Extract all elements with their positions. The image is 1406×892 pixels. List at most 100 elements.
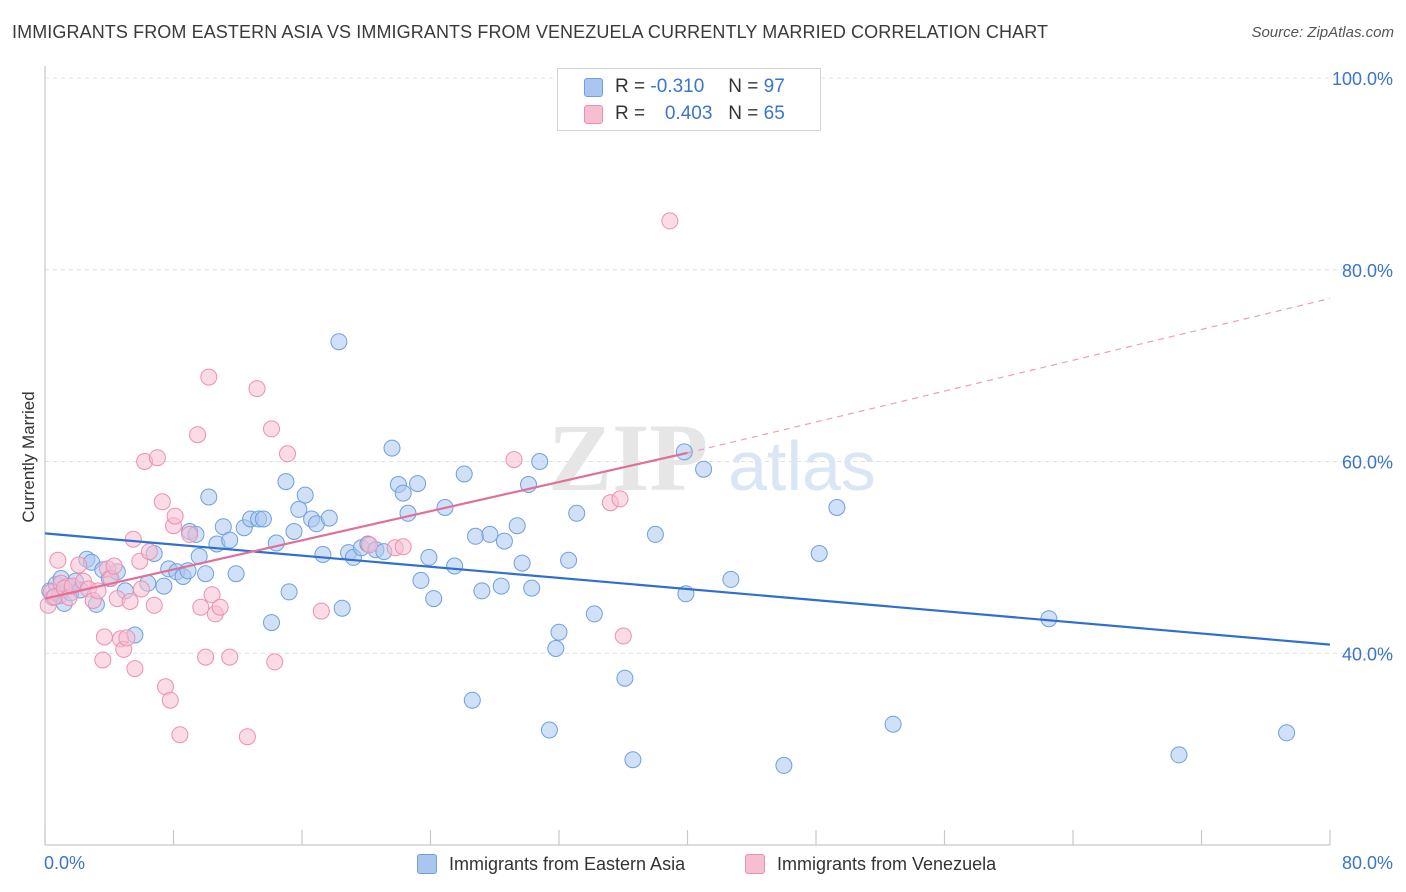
bottom-legend-label-venezuela: Immigrants from Venezuela [777, 853, 997, 874]
data-point [695, 460, 713, 478]
data-point [446, 557, 464, 575]
data-point [394, 484, 412, 502]
data-point [200, 368, 218, 386]
data-point [279, 445, 296, 463]
data-point [383, 439, 401, 457]
data-point [616, 669, 634, 687]
tick-labels: 40.0% 60.0% 80.0% 100.0% 0.0% 80.0% [44, 69, 1393, 873]
y-axis-label: Currently Married [19, 391, 38, 522]
y-tick-label: 40.0% [1342, 644, 1393, 664]
axes [44, 66, 1331, 846]
data-point [568, 504, 586, 522]
data-point [661, 212, 679, 230]
data-point [211, 598, 229, 616]
data-point [227, 565, 245, 583]
data-point [361, 536, 378, 554]
data-point [49, 551, 67, 569]
data-point [394, 538, 412, 556]
data-point [280, 583, 298, 601]
data-point [312, 602, 330, 620]
data-point [254, 510, 272, 528]
data-point [531, 453, 549, 470]
data-point [425, 590, 443, 608]
data-point [153, 493, 171, 511]
trend-line-eastern-asia [44, 532, 1331, 646]
legend-n-label: N = [728, 103, 759, 124]
data-point [105, 557, 123, 575]
x-tick-label: 80.0% [1342, 853, 1393, 873]
data-point [775, 756, 793, 774]
data-point [505, 451, 523, 469]
data-point [140, 543, 158, 561]
data-point [203, 586, 221, 604]
data-point [200, 488, 218, 506]
legend-n-value: 65 [763, 103, 785, 124]
data-point [585, 605, 603, 623]
data-point [197, 648, 215, 666]
data-point [624, 751, 642, 769]
trend-lines [44, 297, 1331, 646]
data-point [412, 571, 430, 589]
series-1 [39, 212, 679, 746]
data-point [560, 551, 578, 569]
data-point [189, 426, 207, 444]
data-point [238, 728, 256, 746]
trend-extension-venezuela [687, 297, 1331, 454]
data-point [320, 509, 338, 527]
chart-title: IMMIGRANTS FROM EASTERN ASIA VS IMMIGRAN… [12, 22, 1049, 42]
data-point [267, 534, 285, 552]
data-point [884, 715, 902, 733]
legend-r-label: R = [615, 76, 646, 97]
data-point [192, 598, 210, 616]
data-point [614, 627, 632, 645]
data-point [810, 545, 828, 562]
data-point [248, 380, 266, 398]
data-point [1278, 724, 1296, 742]
data-point [296, 486, 314, 504]
data-point [547, 640, 565, 657]
grid-lines [45, 77, 1392, 654]
data-point [828, 499, 846, 516]
data-point [523, 579, 541, 597]
data-points [39, 212, 1296, 774]
data-point [467, 527, 484, 545]
bottom-legend-swatch-venezuela [745, 854, 765, 874]
data-point [463, 691, 481, 709]
data-point [145, 596, 163, 614]
trend-line-venezuela [44, 451, 688, 600]
data-point [126, 660, 144, 678]
legend-n-label: N = [728, 76, 759, 97]
data-point [495, 532, 513, 550]
data-point [330, 333, 348, 351]
data-point [221, 531, 239, 549]
legend-row-eastern-asia: R = -0.310 N = 97 [584, 75, 785, 99]
data-point [221, 648, 239, 666]
y-tick-label: 100.0% [1332, 69, 1393, 89]
watermark-atlas: atlas [728, 427, 876, 505]
data-point [155, 577, 173, 595]
legend-r-value: -0.310 [650, 76, 705, 97]
data-point [171, 726, 189, 744]
data-point [455, 465, 473, 483]
y-tick-label: 60.0% [1342, 453, 1393, 473]
bottom-legend-swatch-eastern-asia [417, 854, 437, 874]
data-point [197, 565, 215, 583]
legend-row-venezuela: R = 0.403 N = 65 [584, 102, 785, 126]
data-point [314, 546, 332, 563]
data-point [148, 449, 166, 467]
data-point [399, 504, 417, 522]
data-point [722, 570, 740, 588]
data-point [95, 628, 113, 646]
legend-swatch-eastern-asia [584, 77, 603, 97]
data-point [161, 691, 179, 709]
data-point [540, 721, 558, 739]
y-tick-label: 80.0% [1342, 261, 1393, 281]
data-point [473, 582, 491, 600]
data-point [70, 556, 88, 574]
data-point [277, 473, 295, 491]
x-tick-label: 0.0% [44, 853, 85, 873]
data-point [285, 523, 303, 540]
data-point [333, 599, 351, 617]
data-point [181, 525, 199, 543]
